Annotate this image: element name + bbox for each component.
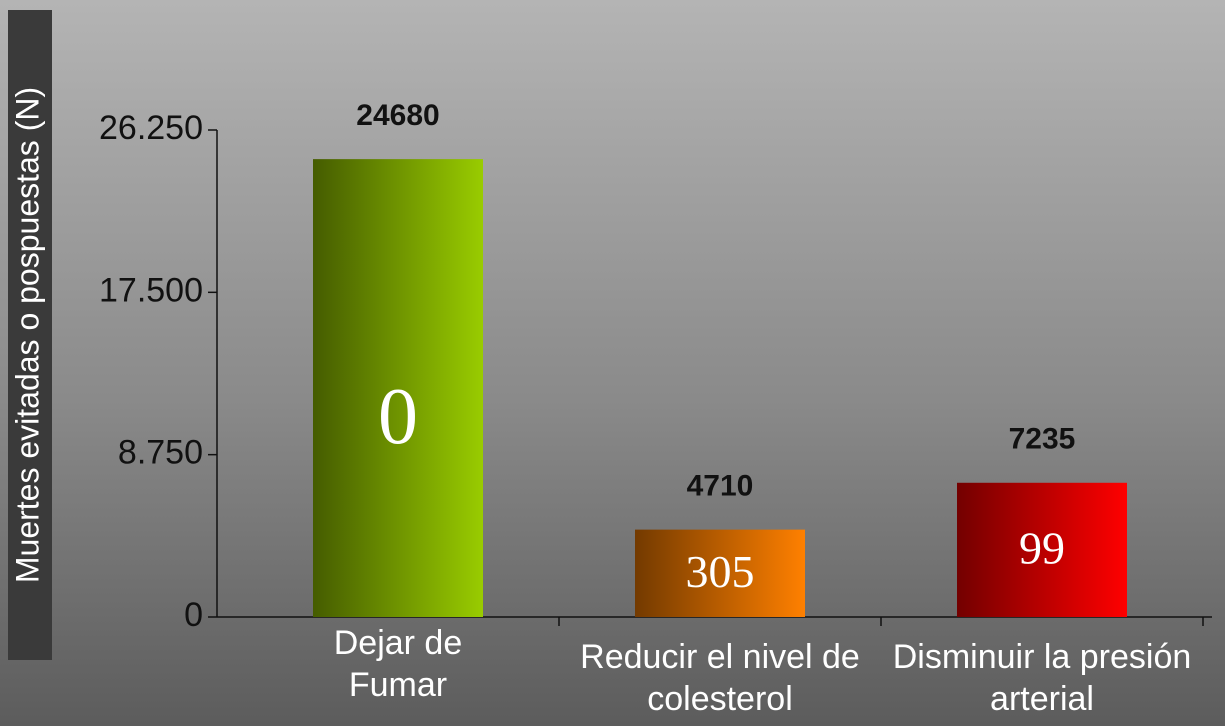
bar-annotation: 305 <box>686 546 755 597</box>
x-tick-label: Dejar de Fumar <box>333 624 463 704</box>
y-tick-label: 0 <box>184 596 203 634</box>
y-tick-label: 17.500 <box>99 271 203 309</box>
bar-annotation: 99 <box>1019 522 1065 573</box>
value-label: 24680 <box>356 99 439 132</box>
y-tick-label: 8.750 <box>118 434 203 472</box>
x-tick-label: Disminuir la presión arterial <box>892 638 1192 718</box>
bar <box>957 482 1127 617</box>
y-axis-label: Muertes evitadas o pospuestas (N) <box>9 87 45 583</box>
bar-annotation: 0 <box>378 373 418 461</box>
y-tick-label: 26.250 <box>99 109 203 147</box>
y-label-background <box>8 10 52 660</box>
bar <box>635 529 805 617</box>
x-tick-label: Reducir el nivel de colesterol <box>580 638 860 718</box>
value-label: 4710 <box>687 470 754 503</box>
bar <box>313 159 483 617</box>
value-label: 7235 <box>1009 423 1076 456</box>
